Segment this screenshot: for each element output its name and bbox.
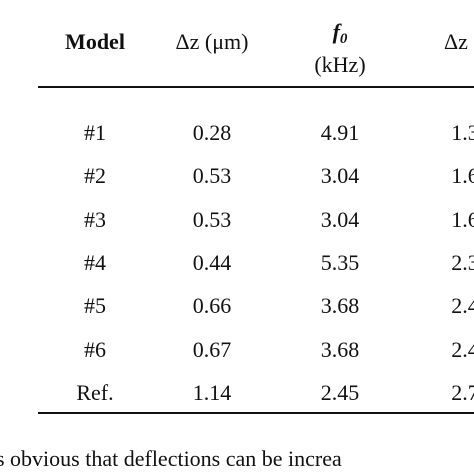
- dz-cell: 0.66: [192, 293, 232, 319]
- f0-cell: 3.68: [320, 293, 360, 319]
- model-cell: #1: [84, 120, 106, 145]
- f0-cell: 5.35: [320, 249, 360, 275]
- f0-cell: 3.04: [320, 206, 360, 232]
- model-cell: #4: [84, 249, 106, 275]
- bottom-rule: [38, 412, 474, 414]
- dz-cell: 0.28: [192, 120, 232, 145]
- dz2-cell: 2.7: [451, 379, 474, 405]
- dz2-cell: 1.6: [451, 163, 474, 189]
- header-dz: Δz (μm): [175, 29, 249, 54]
- header-model: Model: [65, 29, 125, 54]
- caption: s obvious that deflections can be increa: [0, 446, 342, 471]
- model-cell: #3: [84, 206, 106, 232]
- f0-cell: 4.91: [320, 120, 360, 145]
- model-cell: #6: [84, 336, 106, 362]
- f0-cell: 2.45: [320, 379, 360, 405]
- dz2-cell: 2.3: [451, 249, 474, 275]
- dz-cell: 0.44: [192, 249, 232, 275]
- f0-cell: 3.68: [320, 336, 360, 362]
- dz-cell: 0.67: [192, 336, 232, 362]
- header-dz2: Δz: [444, 29, 468, 54]
- dz2-cell: 1.6: [451, 206, 474, 232]
- f0-cell: 3.04: [320, 163, 360, 189]
- dz2-cell: 2.4: [451, 336, 474, 362]
- f0-subscript: 0: [339, 31, 348, 47]
- model-cell: Ref.: [76, 379, 114, 405]
- model-cell: #2: [84, 163, 106, 189]
- header-f0: f0: [333, 21, 348, 47]
- header-f0-unit: (kHz): [314, 52, 366, 77]
- f0-symbol: f: [332, 19, 340, 44]
- dz-cell: 0.53: [192, 163, 232, 189]
- dz2-cell: 2.4: [451, 293, 474, 319]
- dz-cell: 1.14: [192, 379, 232, 405]
- dz-cell: 0.53: [192, 206, 232, 232]
- dz2-cell: 1.3: [451, 120, 474, 145]
- model-cell: #5: [84, 293, 106, 319]
- header-rule: [38, 86, 474, 88]
